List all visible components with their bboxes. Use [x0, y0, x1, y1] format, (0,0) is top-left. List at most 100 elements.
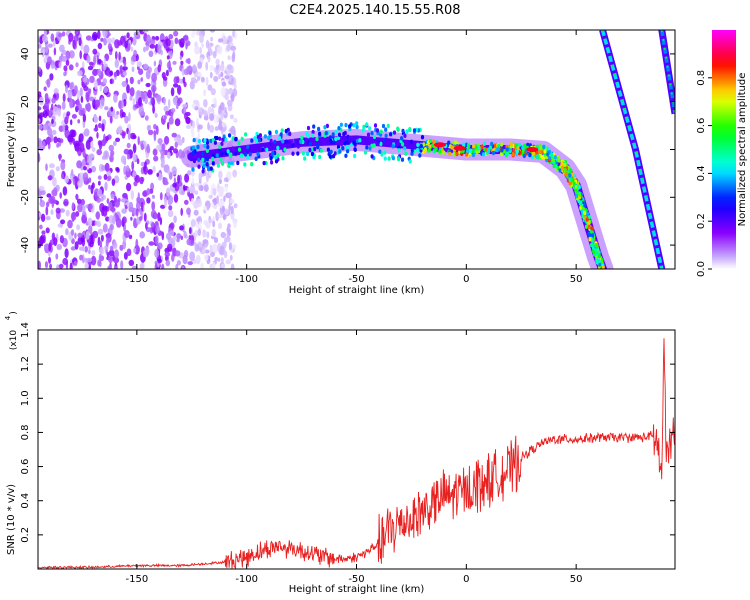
noise-speckle: [187, 261, 193, 266]
noise-speckle: [44, 261, 49, 269]
noise-speckle: [149, 39, 156, 45]
noise-speckle: [180, 235, 183, 241]
main-trace-point: [419, 144, 423, 149]
noise-speckle: [120, 155, 127, 164]
noise-speckle: [57, 32, 63, 38]
noise-speckle: [87, 65, 94, 71]
noise-speckle: [133, 247, 137, 254]
noise-speckle: [98, 180, 101, 186]
noise-speckle: [233, 220, 237, 229]
noise-speckle: [200, 262, 204, 269]
main-trace-point: [598, 262, 602, 267]
main-trace-point: [329, 138, 333, 143]
noise-speckle: [41, 230, 46, 235]
main-trace-point: [397, 156, 401, 162]
noise-speckle: [45, 216, 51, 221]
noise-speckle: [98, 253, 102, 263]
main-trace-point: [205, 148, 209, 153]
main-trace-point: [505, 147, 509, 152]
noise-speckle: [38, 118, 41, 124]
noise-speckle: [193, 241, 197, 247]
noise-speckle: [67, 134, 74, 143]
noise-speckle: [121, 80, 127, 88]
main-trace-point: [400, 157, 405, 162]
noise-speckle: [140, 111, 146, 116]
noise-speckle: [221, 81, 227, 87]
main-trace-point: [205, 157, 209, 162]
noise-speckle: [211, 243, 218, 254]
noise-speckle: [229, 114, 234, 120]
noise-speckle: [173, 215, 177, 224]
noise-speckle: [111, 215, 116, 225]
noise-speckle: [85, 230, 90, 240]
noise-speckle: [140, 77, 143, 82]
noise-speckle: [144, 95, 149, 105]
noise-speckle: [61, 101, 66, 110]
noise-speckle: [181, 67, 185, 76]
noise-speckle: [168, 66, 173, 73]
main-trace-point: [279, 132, 283, 137]
noise-speckle: [133, 217, 137, 225]
main-trace-point: [313, 146, 317, 152]
noise-speckle: [184, 173, 190, 183]
noise-speckle: [225, 259, 231, 265]
colorbar-tick-label: 0.4: [696, 165, 707, 181]
main-trace-point: [256, 151, 260, 157]
noise-speckle: [194, 45, 201, 55]
main-trace-point: [296, 151, 300, 156]
main-trace-point: [318, 154, 322, 160]
noise-speckle: [174, 250, 181, 257]
main-trace-point: [552, 160, 556, 165]
noise-speckle: [58, 153, 62, 162]
main-trace-point: [284, 139, 288, 144]
noise-speckle: [146, 188, 151, 196]
noise-speckle: [167, 169, 171, 175]
main-trace-point: [486, 149, 490, 154]
noise-speckle: [69, 82, 73, 90]
noise-speckle: [86, 154, 93, 164]
noise-speckle: [128, 259, 135, 267]
main-trace-point: [442, 150, 446, 155]
main-trace-point: [227, 163, 231, 169]
main-trace-point: [311, 133, 315, 138]
main-trace-point: [209, 138, 213, 144]
noise-speckle: [108, 255, 114, 263]
noise-speckle: [174, 141, 178, 148]
main-trace-point: [323, 125, 327, 130]
noise-speckle: [47, 56, 52, 65]
noise-speckle: [200, 76, 205, 83]
main-trace-point: [312, 124, 316, 129]
noise-speckle: [55, 253, 59, 260]
main-trace-point: [201, 157, 205, 162]
noise-speckle: [47, 127, 53, 137]
noise-speckle: [202, 108, 205, 115]
main-trace-point: [215, 153, 219, 158]
main-trace-point: [386, 123, 390, 129]
noise-speckle: [220, 71, 224, 78]
main-trace-point: [588, 237, 592, 242]
noise-speckle: [153, 212, 158, 220]
main-trace-point: [391, 156, 395, 161]
main-trace-point: [274, 155, 278, 160]
noise-speckle: [153, 155, 159, 162]
noise-speckle: [129, 95, 133, 101]
noise-speckle: [109, 70, 114, 76]
noise-speckle: [88, 265, 91, 269]
main-trace-point: [325, 123, 329, 129]
noise-speckle: [76, 224, 81, 231]
noise-speckle: [135, 208, 139, 217]
main-trace-point: [215, 135, 219, 141]
noise-speckle: [227, 64, 233, 70]
noise-speckle: [197, 133, 201, 141]
main-trace-point: [237, 147, 242, 152]
noise-speckle: [173, 76, 179, 84]
noise-speckle: [100, 196, 104, 202]
main-trace-point: [462, 142, 466, 147]
noise-speckle: [205, 40, 210, 49]
y-tick-label: 0: [20, 146, 31, 152]
noise-speckle: [97, 188, 103, 198]
colorbar-bar: [712, 30, 736, 269]
noise-speckle: [179, 225, 184, 231]
noise-speckle: [194, 106, 199, 111]
main-trace-point: [305, 131, 309, 136]
